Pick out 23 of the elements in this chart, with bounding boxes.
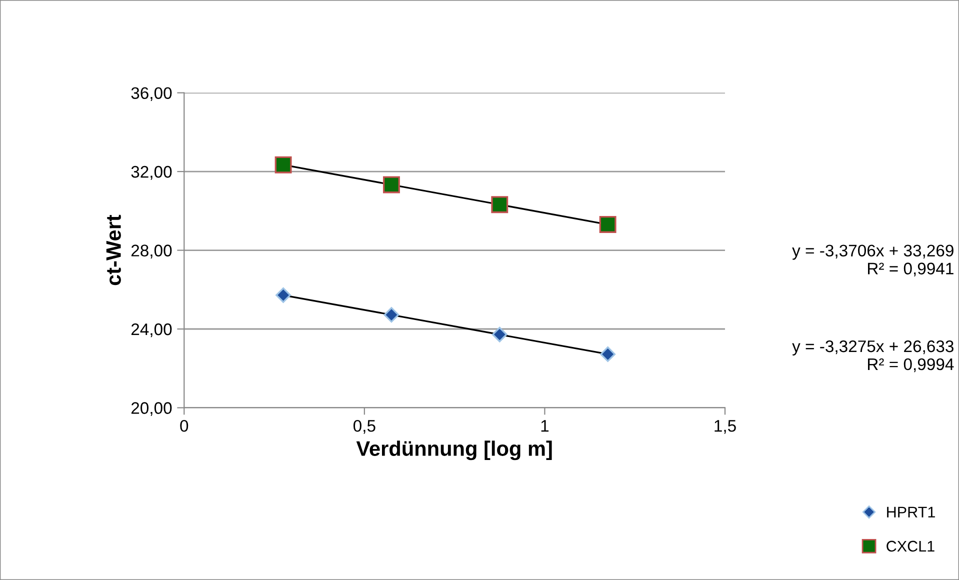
x-tick-label: 0	[180, 420, 188, 432]
y-tick-label: 36,00	[131, 87, 172, 101]
y-tick-label: 28,00	[131, 244, 172, 258]
x-axis-title: Verdünnung [log m]	[356, 440, 552, 460]
y-tick-label: 32,00	[131, 166, 172, 180]
point	[274, 156, 292, 174]
x-tick-label: 1,5	[714, 420, 736, 434]
point	[382, 176, 400, 194]
x-tick-label: 0,5	[353, 420, 376, 434]
point	[492, 326, 508, 342]
text: y = -3,3706x + 33,269 R² = 0,9941	[792, 244, 954, 276]
point	[600, 346, 616, 362]
point	[599, 216, 616, 233]
point	[384, 307, 400, 323]
text: y = -3,3275x + 26,633 R² = 0,9994	[792, 340, 954, 372]
x-tick-label: 1	[541, 420, 549, 432]
y-axis-title: ct-Wert	[106, 214, 121, 286]
point	[276, 287, 291, 303]
legend-label: CXCL1	[886, 540, 934, 552]
y-tick-label: 24,00	[131, 323, 172, 338]
point	[491, 196, 508, 214]
legend-label: HPRT1	[887, 506, 935, 518]
y-tick-label: 20,00	[131, 402, 172, 416]
